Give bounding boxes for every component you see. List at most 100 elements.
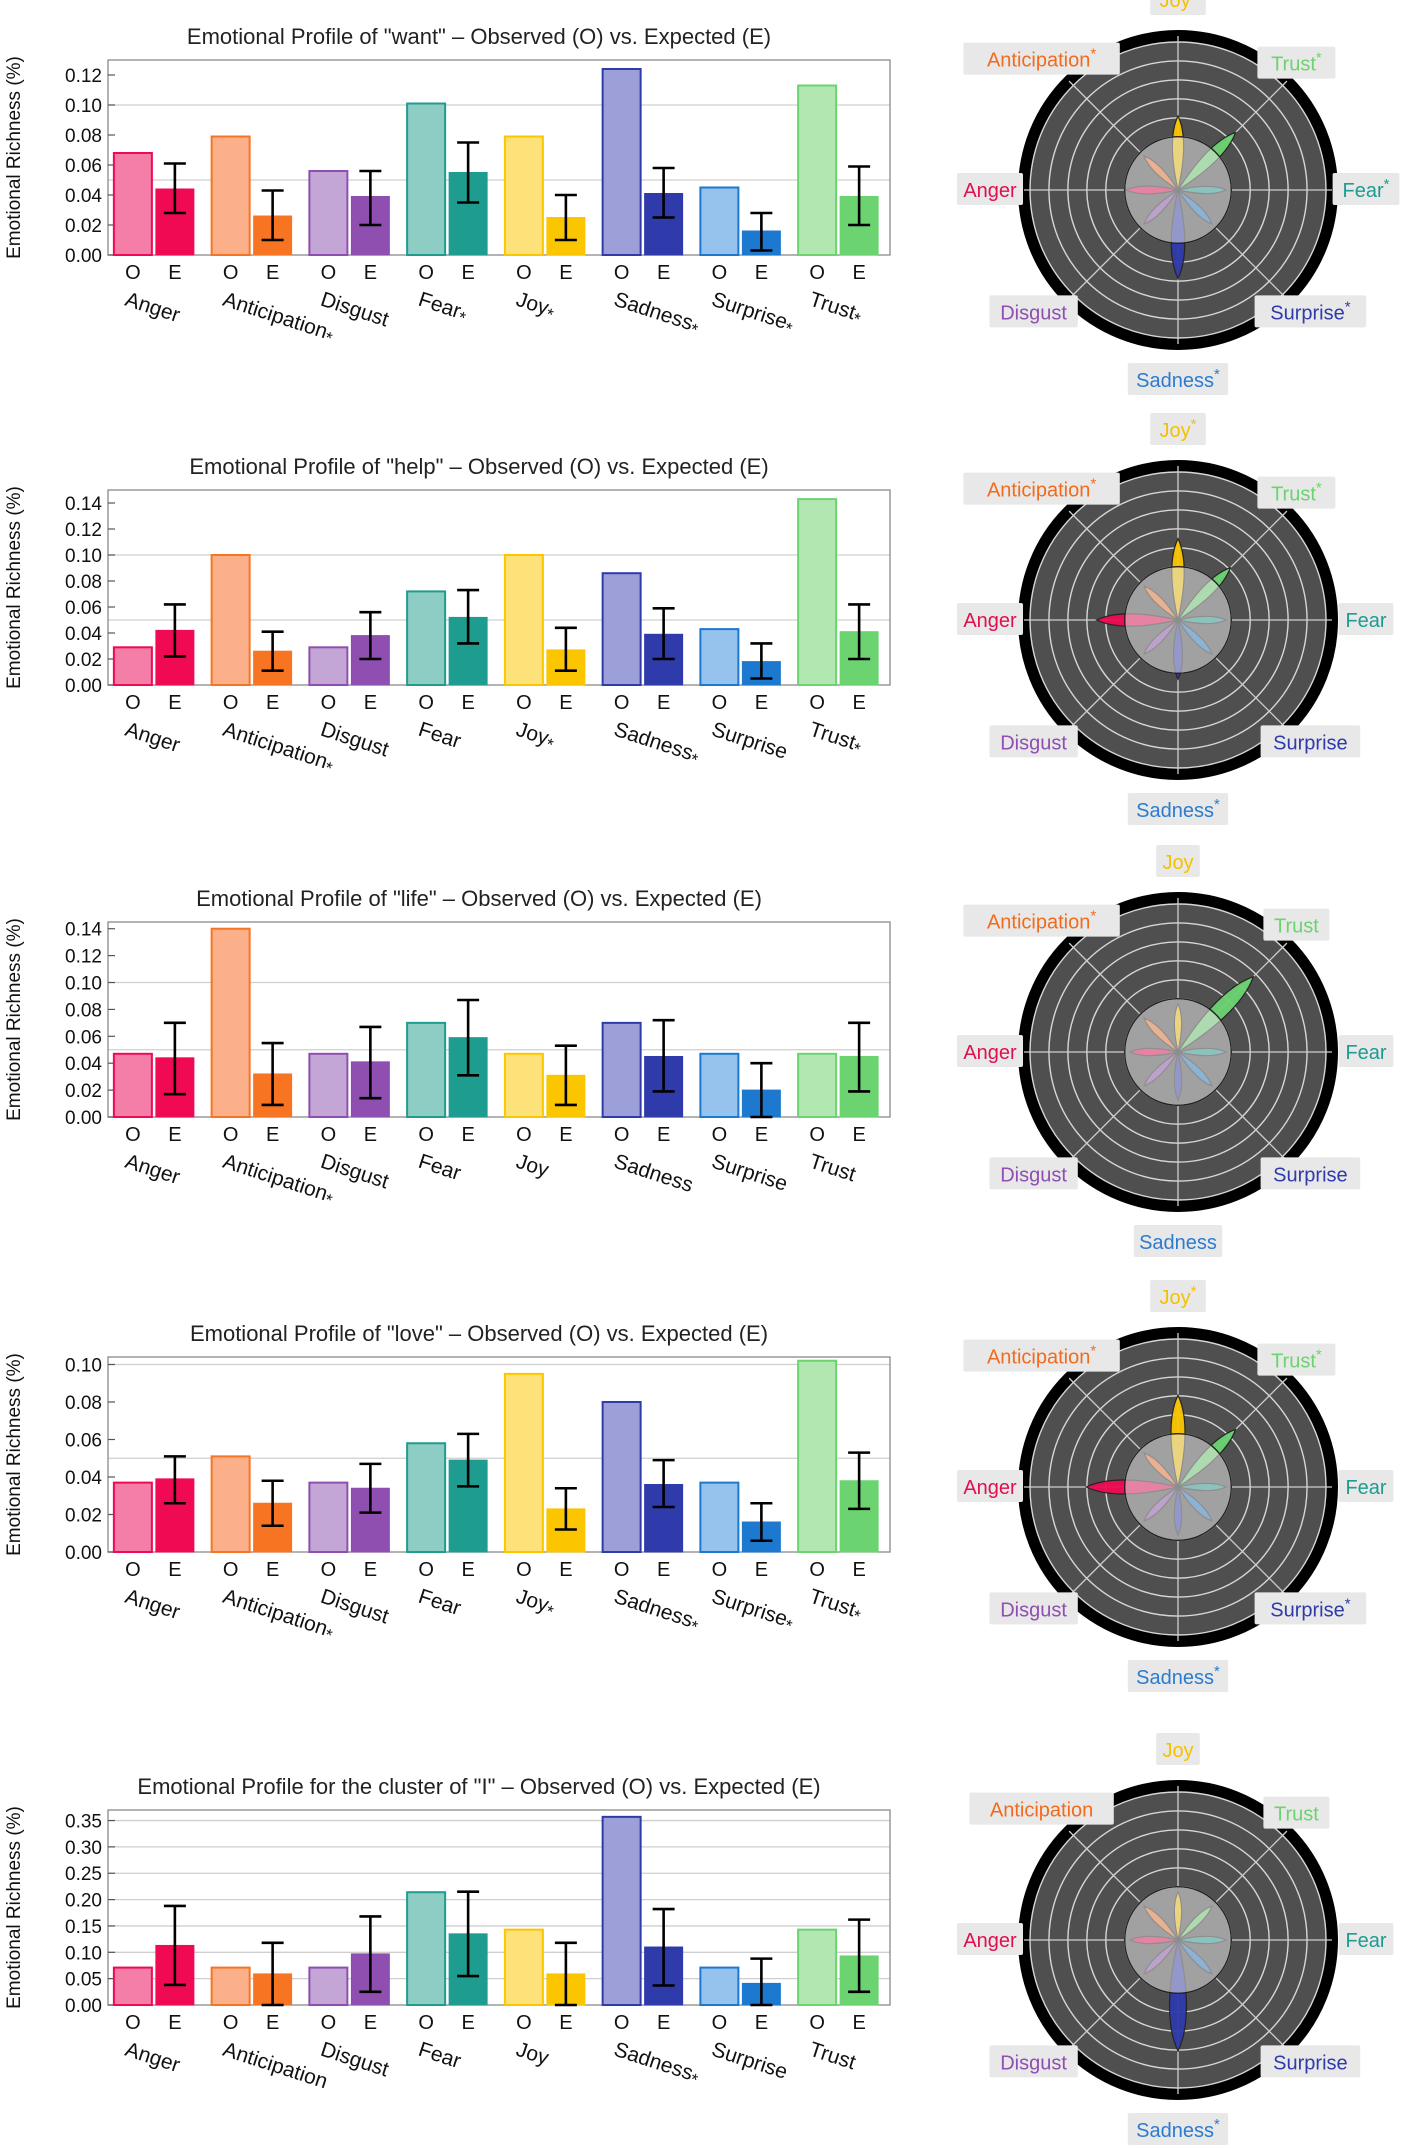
category-name: Anger bbox=[122, 2038, 182, 2077]
x-tick-observed: O bbox=[809, 1124, 825, 1146]
x-tick-expected: E bbox=[559, 1124, 572, 1146]
y-tick-label: 0.08 bbox=[65, 1393, 102, 1414]
rose-chart-1: Joy*Trust*Fear*Surprise*Sadness*DisgustA… bbox=[957, 0, 1400, 395]
y-tick-label: 0.00 bbox=[65, 1108, 102, 1129]
category-name: Trust bbox=[807, 2038, 859, 2074]
category-name: Surprise bbox=[709, 288, 790, 334]
rose-label-text: Anger bbox=[963, 1930, 1017, 1952]
rose-label-asterisk: * bbox=[1214, 796, 1220, 813]
observed-bar-sadness bbox=[601, 1815, 642, 2006]
x-tick-observed: O bbox=[223, 692, 239, 714]
chart-title: Emotional Profile for the cluster of "I"… bbox=[137, 1774, 820, 1799]
y-tick-label: 0.02 bbox=[65, 216, 102, 237]
rose-spoke bbox=[1068, 942, 1141, 1015]
category-label-sadness: Sadness* bbox=[610, 1585, 702, 1637]
chart-title: Emotional Profile of "help" – Observed (… bbox=[189, 454, 768, 479]
category-name: Anticipation bbox=[220, 288, 330, 343]
rose-label-sadness: Sadness bbox=[1139, 1232, 1217, 1254]
y-axis-label: Emotional Richness (%) bbox=[4, 918, 25, 1121]
rose-label-box bbox=[1127, 2113, 1229, 2145]
observed-bar-anticipation bbox=[210, 1455, 251, 1553]
x-tick-expected: E bbox=[755, 262, 768, 284]
rose-label-surprise: Surprise bbox=[1273, 1164, 1347, 1186]
observed-bar-fear bbox=[406, 590, 447, 687]
category-label-surprise: Surprise bbox=[709, 1150, 790, 1196]
rose-label-box bbox=[1338, 1923, 1394, 1955]
x-tick-observed: O bbox=[516, 1124, 532, 1146]
observed-bar-joy bbox=[503, 1052, 544, 1118]
rose-label-text: Anticipation bbox=[987, 480, 1090, 502]
category-name: Anger bbox=[122, 718, 182, 757]
rose-label-text: Disgust bbox=[1000, 2052, 1067, 2074]
rose-label-box bbox=[1150, 1280, 1206, 1312]
rose-label-text: Joy bbox=[1160, 0, 1191, 12]
rose-label-box bbox=[1254, 295, 1367, 328]
rose-label-text: Disgust bbox=[1000, 302, 1067, 324]
y-tick-label: 0.10 bbox=[65, 546, 102, 567]
rose-label-text: Fear bbox=[1345, 1930, 1386, 1952]
observed-bar-trust bbox=[797, 1928, 838, 2006]
rose-label-text: Sadness bbox=[1136, 370, 1214, 392]
y-tick-label: 0.14 bbox=[65, 494, 102, 515]
rose-spoke bbox=[1068, 657, 1141, 730]
rose-label-text: Surprise bbox=[1273, 2052, 1347, 2074]
category-label-surprise: Surprise* bbox=[708, 1585, 797, 1636]
bar-chart-3: Emotional Profile of "life" – Observed (… bbox=[4, 886, 891, 1210]
x-tick-expected: E bbox=[266, 692, 279, 714]
category-name: Fear bbox=[416, 2038, 464, 2073]
category-label-anger: Anger bbox=[122, 1585, 182, 1624]
rose-label-anticipation: Anticipation* bbox=[987, 476, 1096, 502]
rose-label-asterisk: * bbox=[1214, 366, 1220, 383]
chart-title: Emotional Profile of "life" – Observed (… bbox=[196, 886, 762, 911]
category-name: Sadness bbox=[611, 2038, 696, 2085]
x-tick-expected: E bbox=[364, 1559, 377, 1581]
rose-label-text: Trust bbox=[1271, 484, 1316, 506]
observed-bar-sadness bbox=[601, 68, 642, 256]
bar-chart-5: Emotional Profile for the cluster of "I"… bbox=[4, 1774, 891, 2093]
observed-bar-joy bbox=[503, 1372, 544, 1553]
category-label-fear: Fear* bbox=[415, 288, 471, 328]
y-tick-label: 0.00 bbox=[65, 1543, 102, 1564]
rose-label-text: Surprise bbox=[1270, 302, 1344, 324]
x-tick-observed: O bbox=[125, 1559, 141, 1581]
rose-center bbox=[1124, 136, 1232, 244]
category-label-anger: Anger bbox=[122, 288, 182, 327]
rose-spoke bbox=[1068, 1524, 1141, 1597]
rose-label-anger: Anger bbox=[963, 1930, 1017, 1952]
plot-frame bbox=[107, 489, 891, 686]
rose-label-sadness: Sadness* bbox=[1136, 796, 1220, 822]
x-tick-expected: E bbox=[168, 2012, 181, 2034]
y-tick-label: 0.06 bbox=[65, 598, 102, 619]
rose-label-text: Sadness bbox=[1136, 1667, 1214, 1689]
bar-chart-1: Emotional Profile of "want" – Observed (… bbox=[4, 24, 891, 348]
category-name: Trust bbox=[807, 288, 859, 324]
rose-label-sadness: Sadness* bbox=[1136, 1663, 1220, 1689]
x-tick-observed: O bbox=[321, 1124, 337, 1146]
x-tick-observed: O bbox=[809, 262, 825, 284]
category-label-anger: Anger bbox=[122, 2038, 182, 2077]
category-name: Anticipation bbox=[220, 2038, 330, 2093]
category-label-sadness: Sadness bbox=[611, 1150, 696, 1197]
rose-label-box bbox=[1156, 845, 1200, 877]
x-tick-observed: O bbox=[418, 1124, 434, 1146]
observed-bar-sadness bbox=[601, 1401, 642, 1553]
rose-label-asterisk: * bbox=[1316, 480, 1322, 497]
rose-label-text: Anger bbox=[963, 1477, 1017, 1499]
rose-label-surprise: Surprise* bbox=[1270, 298, 1350, 324]
y-tick-label: 0.02 bbox=[65, 1081, 102, 1102]
x-tick-expected: E bbox=[266, 1124, 279, 1146]
rose-spoke bbox=[1215, 227, 1288, 300]
y-tick-label: 0.02 bbox=[65, 650, 102, 671]
rose-label-text: Trust bbox=[1274, 916, 1319, 938]
rose-spoke bbox=[1068, 80, 1141, 153]
rose-label-fear: Fear bbox=[1345, 1477, 1386, 1499]
y-tick-label: 0.15 bbox=[65, 1917, 102, 1938]
rose-label-text: Fear bbox=[1343, 180, 1384, 202]
y-axis-label: Emotional Richness (%) bbox=[4, 486, 25, 689]
x-tick-observed: O bbox=[712, 1124, 728, 1146]
x-tick-expected: E bbox=[852, 1124, 865, 1146]
x-tick-observed: O bbox=[321, 692, 337, 714]
category-name: Anticipation bbox=[220, 1150, 330, 1205]
category-name: Sadness bbox=[611, 718, 696, 765]
